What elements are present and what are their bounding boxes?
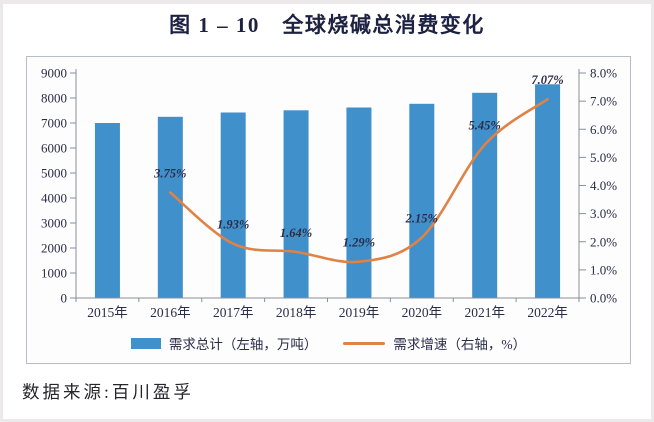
right-axis-tick-label: 0.0% [590,291,617,306]
x-axis-label: 2022年 [527,305,568,320]
x-axis-label: 2021年 [464,305,505,320]
legend-item-growth-rate: 需求增速（右轴，%） [343,333,526,353]
growth-point-label: 2.15% [405,212,438,226]
chart-canvas: 0 1000 2000 3000 4000 5000 6000 7000 8000 9000 0.0… [41,66,617,321]
left-axis-tick-label: 8000 [41,91,67,106]
left-axis-tick-label: 2000 [41,241,67,256]
left-axis-tick-label: 6000 [41,141,67,156]
page-edge-bottom [0,419,654,422]
page-edge-top [0,0,654,4]
growth-point-label: 1.29% [343,236,375,250]
x-axis-label: 2019年 [339,305,380,320]
right-axis-tick-label: 4.0% [590,178,617,193]
chart-frame: 0 1000 2000 3000 4000 5000 6000 7000 8000 9000 0.0… [26,56,631,364]
left-axis-tick-label: 5000 [41,166,67,181]
right-axis-tick-label: 1.0% [590,262,617,277]
source-note: 数据来源:百川盈孚 [22,382,194,402]
line-legend-swatch [343,341,386,345]
legend: 需求总计（左轴，万吨） 需求增速（右轴，%） [27,333,630,353]
growth-line [169,97,549,264]
left-axis-tick-label: 0 [61,291,68,306]
bar-2022年 [535,84,561,299]
left-axis-tick-label: 9000 [41,66,67,81]
bar-2017年 [220,112,246,298]
right-axis-tick-label: 6.0% [590,122,617,137]
bar-2020年 [409,103,435,299]
bar-legend-swatch [130,337,161,349]
bar-2015年 [94,123,120,298]
bar-2018年 [283,110,309,299]
growth-point-label: 1.64% [280,226,312,240]
x-axis-label: 2015年 [87,305,128,320]
page-edge-right [651,0,654,422]
bar-2016年 [157,116,183,299]
left-axis-tick-label: 7000 [41,116,67,131]
right-axis-tick-label: 3.0% [590,206,617,221]
legend-item-demand-total: 需求总计（左轴，万吨） [130,333,318,353]
growth-point-label: 5.45% [469,119,501,133]
x-axis-label: 2016年 [150,305,191,320]
growth-point-label: 7.07% [531,73,563,87]
growth-point-label: 3.75% [153,167,186,181]
growth-point-label: 1.93% [217,218,249,232]
right-axis-tick-label: 2.0% [590,234,617,249]
right-axis-tick-label: 7.0% [590,94,617,109]
left-axis-tick-label: 1000 [41,266,67,281]
x-axis-label: 2018年 [276,305,317,320]
page-edge-left [0,0,3,422]
left-axis-tick-label: 4000 [41,191,67,206]
x-axis-label: 2020年 [402,305,443,320]
bar-2019年 [346,107,372,298]
right-axis-tick-label: 5.0% [590,150,617,165]
x-axis-label: 2017年 [213,305,254,320]
left-axis-tick-label: 3000 [41,216,67,231]
legend-label-growth-rate: 需求增速（右轴，%） [393,337,527,352]
legend-label-demand-total: 需求总计（左轴，万吨） [168,337,318,352]
bar-2021年 [472,92,498,299]
right-axis-tick-label: 8.0% [590,66,617,81]
chart-title: 图 1 – 10 全球烧碱总消费变化 [169,13,485,37]
